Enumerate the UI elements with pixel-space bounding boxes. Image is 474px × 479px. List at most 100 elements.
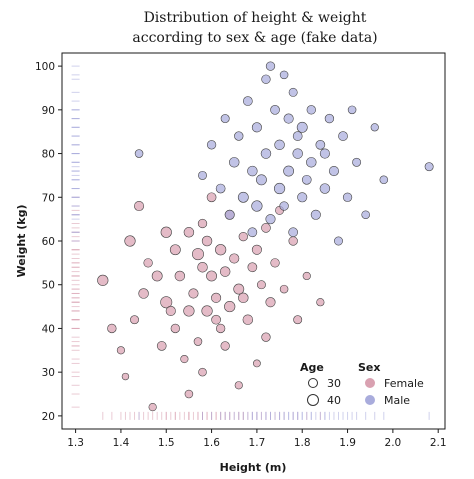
female-point: [211, 292, 222, 303]
rug-layer: [71, 65, 430, 420]
male-point: [310, 209, 321, 220]
male-point: [251, 200, 263, 212]
female-point: [234, 381, 243, 390]
legend: Age 30 40 Sex Female Male: [300, 361, 424, 407]
legend-size-label-30: 30: [327, 377, 341, 390]
female-point: [107, 323, 117, 334]
male-point: [324, 113, 335, 124]
male-point: [328, 166, 339, 177]
plot-frame: [61, 52, 446, 430]
x-tick-label: 1.8: [294, 437, 311, 449]
female-point: [183, 305, 195, 317]
female-point: [183, 227, 195, 238]
x-tick-label: 2.1: [430, 437, 447, 449]
female-point: [279, 284, 289, 294]
female-point: [160, 296, 173, 309]
legend-male-marker: [365, 395, 375, 405]
male-point: [334, 236, 343, 246]
female-point: [220, 341, 230, 351]
legend-male-label: Male: [384, 394, 410, 407]
legend-size-marker-30: [308, 378, 318, 388]
female-point: [130, 315, 139, 325]
male-point: [265, 214, 276, 225]
legend-color-title: Sex: [358, 361, 380, 374]
female-point: [191, 248, 204, 261]
male-point: [256, 174, 267, 186]
male-point: [270, 104, 280, 115]
male-point: [261, 74, 271, 84]
x-tick-label: 1.7: [249, 437, 266, 449]
female-point: [219, 266, 231, 277]
x-axis-label: Height (m): [220, 461, 287, 474]
male-point: [338, 131, 348, 141]
male-point: [301, 174, 312, 185]
female-point: [170, 323, 180, 334]
female-point: [261, 223, 271, 233]
female-point: [229, 253, 240, 264]
y-tick-label: 20: [42, 411, 55, 423]
male-point: [273, 182, 286, 195]
female-point: [316, 298, 325, 307]
male-point: [242, 96, 253, 106]
male-point: [315, 139, 326, 150]
male-point: [296, 121, 308, 133]
female-point: [138, 288, 149, 299]
y-axis-ticks: 20 30 40 50 60 70 80 90 100: [35, 61, 62, 423]
y-tick-label: 80: [42, 149, 55, 161]
male-point: [234, 131, 244, 141]
male-point: [260, 148, 272, 159]
x-tick-label: 1.6: [203, 437, 220, 449]
male-point: [306, 105, 316, 115]
male-point: [288, 227, 298, 238]
male-point: [292, 131, 303, 141]
female-point: [238, 231, 248, 242]
female-point: [224, 300, 236, 313]
female-point: [97, 274, 109, 286]
female-point: [233, 283, 245, 295]
female-point: [188, 288, 199, 299]
male-point: [288, 87, 298, 97]
male-point: [297, 192, 308, 203]
x-tick-label: 1.9: [339, 437, 356, 449]
male-point: [379, 175, 389, 185]
female-point: [251, 244, 262, 255]
female-point: [201, 305, 213, 317]
female-point: [206, 192, 217, 203]
male-point: [265, 61, 276, 71]
male-point: [224, 209, 235, 220]
y-tick-label: 40: [42, 323, 55, 335]
male-point: [237, 191, 249, 203]
male-point: [370, 123, 379, 132]
female-point: [247, 262, 258, 273]
male-point: [198, 170, 207, 180]
female-point: [242, 314, 254, 325]
x-tick-label: 2.0: [385, 437, 402, 449]
female-point: [293, 315, 303, 325]
male-point: [342, 192, 353, 202]
female-point: [288, 236, 298, 246]
points-layer: [97, 61, 434, 412]
male-point: [283, 165, 295, 177]
male-point: [220, 114, 230, 124]
legend-size-title: Age: [300, 361, 324, 374]
legend-female-marker: [365, 378, 375, 388]
female-point: [253, 359, 261, 368]
y-tick-label: 100: [35, 61, 55, 73]
y-tick-label: 90: [42, 105, 55, 117]
female-point: [302, 271, 311, 281]
chart-title-line-1: Distribution of height & weight: [144, 10, 367, 26]
legend-size-label-40: 40: [327, 394, 341, 407]
female-point: [169, 244, 181, 256]
male-point: [319, 183, 331, 194]
male-point: [283, 113, 294, 124]
male-point: [206, 140, 217, 150]
male-point: [306, 157, 317, 168]
male-point: [361, 210, 370, 220]
male-point: [134, 149, 144, 158]
male-point: [292, 148, 303, 159]
male-point: [215, 183, 226, 194]
female-point: [201, 235, 213, 247]
male-point: [279, 201, 289, 211]
male-point: [424, 162, 434, 172]
legend-female-label: Female: [384, 377, 424, 390]
